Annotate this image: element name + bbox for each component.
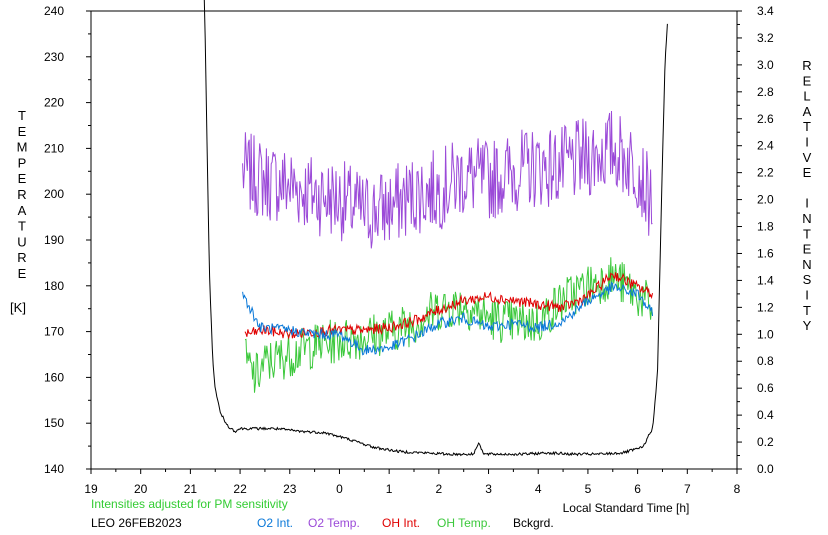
left-tick-label: 240	[44, 4, 64, 18]
left-tick-label: 210	[44, 141, 64, 155]
note-text: Intensities adjusted for PM sensitivity	[91, 497, 288, 511]
right-axis-label-letter: Y	[803, 318, 812, 333]
left-axis-label-letter: A	[18, 203, 27, 218]
right-tick-label: 2.4	[757, 139, 774, 153]
right-tick-label: 3.2	[757, 31, 774, 45]
right-tick-label: 2.0	[757, 193, 774, 207]
right-axis-label-letter: E	[803, 165, 812, 180]
left-axis-label-letter: E	[18, 124, 27, 139]
right-axis-label-letter: I	[805, 196, 809, 211]
right-tick-label: 0.0	[757, 462, 774, 476]
right-tick-label: 0.6	[757, 381, 774, 395]
left-axis-label-letter: T	[18, 219, 26, 234]
right-axis-label-letter: V	[803, 150, 812, 165]
x-tick-label: 20	[134, 482, 148, 496]
right-axis-label-letter: N	[802, 257, 811, 272]
x-tick-label: 6	[634, 482, 641, 496]
x-tick-label: 4	[535, 482, 542, 496]
series-oh-int	[244, 272, 653, 340]
right-tick-label: 3.0	[757, 58, 774, 72]
x-tick-label: 21	[184, 482, 198, 496]
right-axis-label-letter: T	[803, 226, 811, 241]
x-tick-label: 1	[386, 482, 393, 496]
legend-item-oh-int: OH Int.	[382, 516, 420, 530]
x-tick-label: 5	[585, 482, 592, 496]
x-tick-label: 23	[283, 482, 297, 496]
right-tick-label: 2.6	[757, 112, 774, 126]
right-axis-label-letter: S	[803, 272, 812, 287]
legend-item-oh-temp: OH Temp.	[437, 516, 491, 530]
axes: 19 20 21 22 23 0 1 2 3 4 5 6 7 8140150160170180190200…	[17, 4, 812, 496]
series-o2-temp	[242, 110, 653, 249]
left-tick-label: 200	[44, 187, 64, 201]
right-axis-label-letter: L	[803, 89, 810, 104]
right-axis-label-letter: E	[803, 242, 812, 257]
right-axis-label-letter: N	[802, 211, 811, 226]
left-tick-label: 190	[44, 233, 64, 247]
right-tick-label: 2.8	[757, 85, 774, 99]
right-tick-label: 0.4	[757, 408, 774, 422]
left-tick-label: 150	[44, 416, 64, 430]
right-tick-label: 3.4	[757, 4, 774, 18]
left-axis-label-letter: U	[17, 234, 26, 249]
right-tick-label: 0.2	[757, 435, 774, 449]
left-tick-label: 160	[44, 370, 64, 384]
legend-item-o2-int: O2 Int.	[257, 516, 293, 530]
series-layer	[203, 0, 668, 457]
x-tick-label: 7	[684, 482, 691, 496]
left-axis-label-letter: R	[17, 250, 26, 265]
left-tick-label: 170	[44, 325, 64, 339]
x-tick-label: 22	[233, 482, 247, 496]
station-text: LEO 26FEB2023	[91, 516, 182, 530]
x-tick-label: 3	[485, 482, 492, 496]
right-tick-label: 2.2	[757, 166, 774, 180]
x-axis-label: Local Standard Time [h]	[563, 501, 690, 515]
right-tick-label: 1.8	[757, 220, 774, 234]
right-axis-label-letter: R	[802, 58, 811, 73]
right-axis-label-letter: A	[803, 104, 812, 119]
x-tick-label: 2	[436, 482, 443, 496]
left-axis-label-letter: R	[17, 187, 26, 202]
plot-area	[90, 10, 738, 470]
right-axis-label-letter: E	[803, 73, 812, 88]
series-o2-int	[242, 281, 653, 356]
x-tick-label: 19	[84, 482, 98, 496]
right-tick-label: 1.2	[757, 300, 774, 314]
left-axis-label-letter: E	[18, 171, 27, 186]
legend: O2 Int. O2 Temp. OH Int. OH Temp. Bckgrd.	[257, 516, 554, 530]
right-axis-label-letter: I	[805, 135, 809, 150]
x-tick-label: 8	[734, 482, 741, 496]
x-tick-label: 0	[336, 482, 343, 496]
right-tick-label: 1.6	[757, 246, 774, 260]
right-axis-label-letter: T	[803, 119, 811, 134]
series-bckgrd	[203, 0, 668, 457]
right-tick-label: 1.4	[757, 273, 774, 287]
left-axis-label-letter: P	[18, 155, 27, 170]
right-axis-label-letter: I	[805, 288, 809, 303]
right-axis-label-letter: T	[803, 303, 811, 318]
left-tick-label: 230	[44, 50, 64, 64]
legend-item-o2-temp: O2 Temp.	[308, 516, 360, 530]
left-axis-unit: [K]	[10, 300, 26, 315]
left-axis-label-letter: M	[17, 140, 28, 155]
legend-item-bckgrd: Bckgrd.	[513, 516, 554, 530]
left-axis-label-letter: E	[18, 266, 27, 281]
left-tick-label: 220	[44, 96, 64, 110]
left-tick-label: 180	[44, 279, 64, 293]
left-tick-label: 140	[44, 462, 64, 476]
right-tick-label: 1.0	[757, 327, 774, 341]
right-tick-label: 0.8	[757, 354, 774, 368]
left-axis-label-letter: T	[18, 108, 26, 123]
